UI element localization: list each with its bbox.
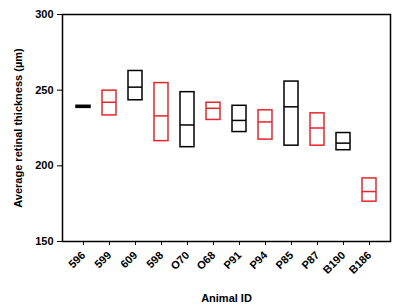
svg-text:596: 596: [66, 249, 87, 270]
svg-text:P85: P85: [273, 249, 295, 271]
svg-text:P94: P94: [247, 248, 270, 271]
svg-text:609: 609: [118, 249, 139, 270]
svg-text:O68: O68: [194, 249, 217, 272]
svg-text:B190: B190: [320, 249, 347, 276]
svg-text:598: 598: [144, 249, 165, 270]
svg-text:150: 150: [35, 235, 53, 247]
svg-text:P91: P91: [221, 249, 243, 271]
svg-text:Animal ID: Animal ID: [201, 292, 252, 304]
svg-text:Average retinal thickness (µm): Average retinal thickness (µm): [12, 48, 24, 208]
svg-text:P87: P87: [299, 249, 321, 271]
svg-text:300: 300: [35, 8, 53, 20]
svg-text:O70: O70: [168, 249, 191, 272]
svg-text:200: 200: [35, 159, 53, 171]
svg-text:250: 250: [35, 84, 53, 96]
svg-text:B186: B186: [346, 249, 373, 276]
svg-text:599: 599: [92, 249, 113, 270]
